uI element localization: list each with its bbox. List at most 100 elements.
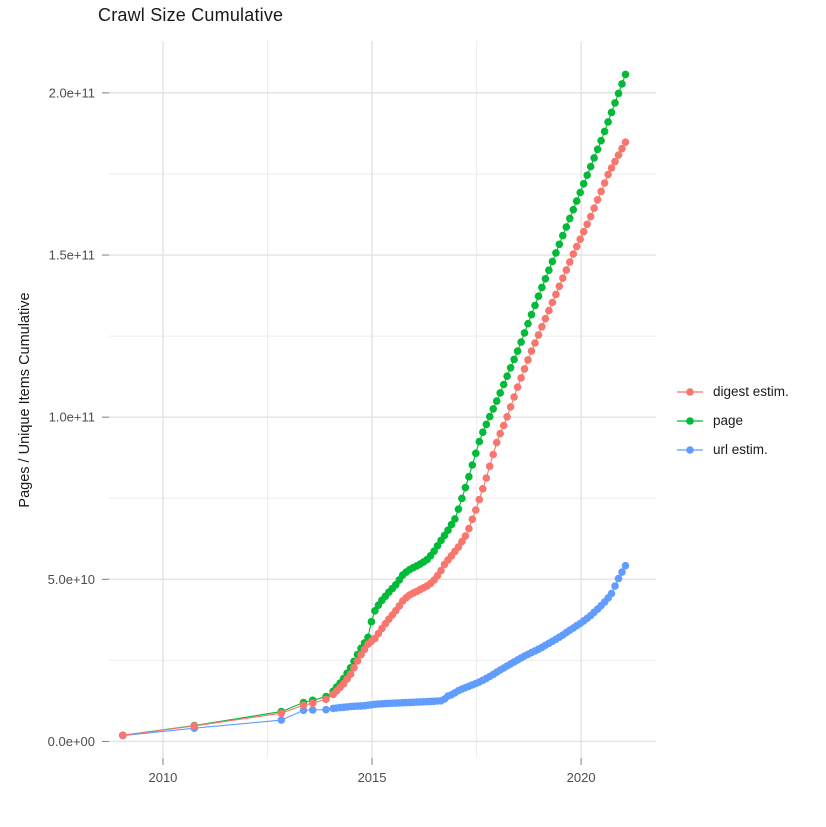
data-point-1 xyxy=(527,310,536,319)
data-point-0 xyxy=(572,242,581,251)
data-point-1 xyxy=(621,70,630,79)
data-point-2 xyxy=(611,582,619,590)
data-point-0 xyxy=(593,196,602,204)
data-point-0 xyxy=(485,462,494,471)
data-point-1 xyxy=(590,154,598,162)
data-point-0 xyxy=(489,450,498,459)
data-point-0 xyxy=(506,403,515,411)
data-point-1 xyxy=(447,520,456,529)
data-point-1 xyxy=(510,355,518,364)
data-point-0 xyxy=(576,235,584,243)
data-point-1 xyxy=(524,319,532,328)
data-point-0 xyxy=(510,393,518,401)
data-point-1 xyxy=(600,127,609,136)
data-point-1 xyxy=(458,494,466,503)
data-point-0 xyxy=(562,266,571,274)
data-point-1 xyxy=(611,99,619,107)
data-point-1 xyxy=(520,329,529,337)
data-point-1 xyxy=(475,437,484,446)
data-point-0 xyxy=(277,709,286,717)
data-point-0 xyxy=(437,566,445,575)
data-point-0 xyxy=(586,212,595,221)
legend-item-digest: digest estim. xyxy=(676,377,789,406)
data-point-0 xyxy=(517,374,525,382)
data-point-0 xyxy=(590,204,598,212)
data-point-0 xyxy=(475,495,484,504)
data-point-0 xyxy=(534,331,543,339)
data-point-0 xyxy=(555,282,564,291)
data-point-1 xyxy=(618,80,626,88)
data-point-1 xyxy=(559,231,567,240)
data-point-0 xyxy=(190,722,199,730)
data-point-0 xyxy=(614,151,623,159)
data-point-0 xyxy=(611,157,619,166)
data-point-1 xyxy=(479,428,487,437)
data-point-1 xyxy=(583,171,591,179)
data-point-1 xyxy=(538,283,546,292)
data-point-1 xyxy=(569,205,578,214)
x-tick-label: 2015 xyxy=(358,770,387,785)
data-point-0 xyxy=(597,187,605,196)
data-point-2 xyxy=(322,705,330,714)
data-point-0 xyxy=(579,227,588,236)
data-point-1 xyxy=(517,338,525,346)
data-point-1 xyxy=(513,347,522,355)
data-point-1 xyxy=(555,240,564,249)
data-point-1 xyxy=(597,136,605,145)
data-point-1 xyxy=(468,461,477,469)
data-point-0 xyxy=(618,144,626,153)
data-point-0 xyxy=(552,290,560,299)
data-point-0 xyxy=(353,657,362,665)
data-point-1 xyxy=(541,275,550,283)
data-point-1 xyxy=(433,542,442,550)
data-point-1 xyxy=(548,257,557,266)
data-point-0 xyxy=(607,164,616,172)
y-tick-label: 1.0e+11 xyxy=(49,410,95,425)
series-line-2 xyxy=(122,565,626,737)
chart-title: Crawl Size Cumulative xyxy=(98,5,284,25)
data-point-1 xyxy=(566,214,574,223)
y-tick-label: 1.5e+11 xyxy=(49,248,95,263)
legend-item-page: page xyxy=(676,406,789,435)
data-point-0 xyxy=(346,670,355,678)
data-point-1 xyxy=(562,223,571,231)
x-tick-label: 2020 xyxy=(567,770,596,785)
data-point-2 xyxy=(607,589,616,598)
data-point-0 xyxy=(503,413,511,421)
data-point-0 xyxy=(119,731,127,740)
legend-key-digest-icon xyxy=(677,387,703,396)
data-point-1 xyxy=(545,266,553,275)
legend-label-digest: digest estim. xyxy=(713,384,789,399)
data-point-1 xyxy=(371,607,379,615)
data-point-1 xyxy=(367,617,376,626)
data-point-0 xyxy=(308,699,317,707)
data-point-0 xyxy=(468,515,477,524)
data-point-0 xyxy=(458,537,466,546)
data-point-0 xyxy=(524,356,532,364)
data-point-1 xyxy=(454,505,463,513)
legend-key-url-icon xyxy=(677,445,703,454)
data-point-1 xyxy=(482,420,491,429)
data-point-1 xyxy=(444,526,452,534)
data-point-1 xyxy=(499,380,508,389)
data-point-1 xyxy=(614,89,623,98)
data-point-1 xyxy=(506,364,515,372)
data-point-1 xyxy=(534,292,543,301)
data-point-0 xyxy=(461,532,470,540)
data-point-1 xyxy=(586,162,595,171)
data-point-2 xyxy=(308,706,317,714)
legend: digest estim. page url estim. xyxy=(676,377,789,464)
data-point-1 xyxy=(465,472,473,481)
data-point-0 xyxy=(600,179,609,187)
legend-item-url: url estim. xyxy=(676,435,789,464)
data-point-1 xyxy=(593,145,602,154)
data-point-1 xyxy=(604,118,612,126)
data-point-0 xyxy=(322,695,330,704)
data-point-0 xyxy=(492,438,501,447)
data-point-1 xyxy=(496,389,505,397)
data-point-0 xyxy=(541,314,550,323)
data-point-0 xyxy=(538,323,546,331)
data-point-1 xyxy=(579,180,588,188)
data-point-1 xyxy=(607,108,616,117)
